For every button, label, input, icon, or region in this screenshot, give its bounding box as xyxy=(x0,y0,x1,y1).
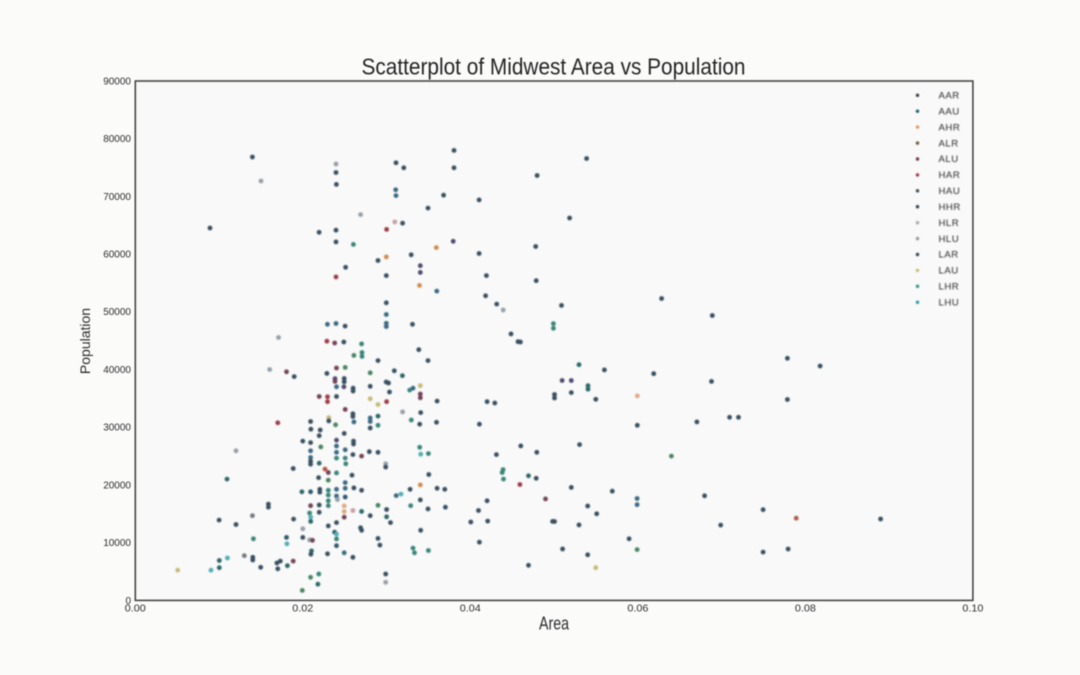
svg-text:0.00: 0.00 xyxy=(125,603,146,615)
svg-text:Area: Area xyxy=(539,613,570,634)
svg-text:0.08: 0.08 xyxy=(795,603,816,615)
svg-text:Scatterplot of Midwest Area vs: Scatterplot of Midwest Area vs Populatio… xyxy=(362,54,746,80)
svg-text:60000: 60000 xyxy=(103,250,131,261)
svg-text:10000: 10000 xyxy=(103,538,131,549)
svg-text:HAU: HAU xyxy=(939,186,961,197)
svg-text:30000: 30000 xyxy=(103,423,131,434)
svg-text:0.10: 0.10 xyxy=(962,603,983,615)
svg-text:AHR: AHR xyxy=(939,122,961,133)
svg-text:ALR: ALR xyxy=(939,138,959,149)
svg-text:50000: 50000 xyxy=(103,307,131,318)
svg-text:40000: 40000 xyxy=(103,365,131,376)
svg-text:ALU: ALU xyxy=(939,154,959,165)
svg-text:0.06: 0.06 xyxy=(627,603,648,615)
svg-text:70000: 70000 xyxy=(103,192,131,203)
svg-text:20000: 20000 xyxy=(103,480,131,491)
svg-text:90000: 90000 xyxy=(103,76,131,87)
svg-text:AAU: AAU xyxy=(939,106,960,117)
svg-text:LAR: LAR xyxy=(939,250,959,261)
svg-text:HLR: HLR xyxy=(939,218,960,229)
svg-text:HHR: HHR xyxy=(939,202,961,213)
svg-text:LHR: LHR xyxy=(939,282,960,293)
svg-text:0.02: 0.02 xyxy=(292,603,313,615)
svg-text:LHU: LHU xyxy=(939,298,960,309)
svg-text:HAR: HAR xyxy=(939,170,961,181)
svg-text:LAU: LAU xyxy=(939,266,959,277)
svg-text:AAR: AAR xyxy=(939,91,960,102)
svg-text:HLU: HLU xyxy=(939,234,960,245)
svg-text:0.04: 0.04 xyxy=(460,603,481,615)
svg-text:80000: 80000 xyxy=(103,134,131,145)
svg-text:0: 0 xyxy=(125,596,131,607)
svg-text:Population: Population xyxy=(77,308,93,374)
